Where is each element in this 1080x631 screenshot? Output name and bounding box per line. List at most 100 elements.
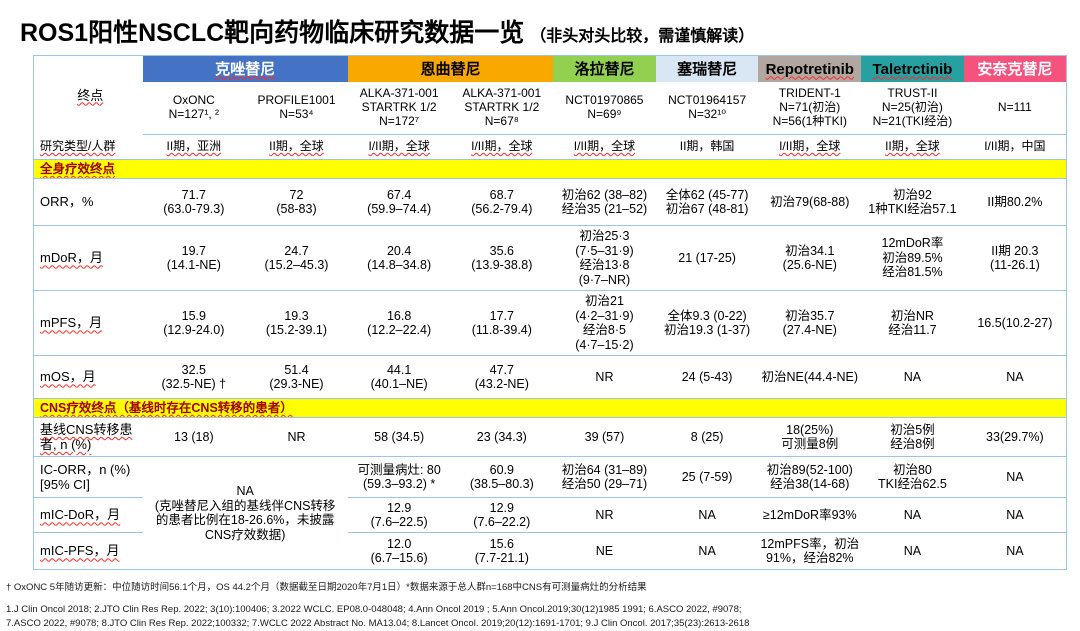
section-banner-systemic: 全身疗效终点 — [33, 159, 1067, 179]
data-cell: 12mDoR率 初治89.5% 经治81.5% — [861, 225, 964, 291]
data-cell: 初治5例 经治8例 — [861, 417, 964, 457]
data-cell: NA — [963, 497, 1067, 533]
clinical-data-table: 终点 克唑替尼 恩曲替尼 洛拉替尼 塞瑞替尼 Repotretinib Tale… — [33, 55, 1067, 570]
drug-header-repotretinib: Repotretinib — [758, 55, 862, 82]
study-header-row: OxONC N=127¹, ² PROFILE1001 N=53⁴ ALKA-3… — [34, 82, 1067, 135]
data-cell: 初治80 TKI经治62.5 — [861, 456, 964, 498]
data-cell: 初治64 (31–89) 经治50 (29–71) — [553, 456, 656, 498]
data-cell: NA — [963, 532, 1067, 570]
data-cell: 24 (5-43) — [655, 355, 759, 399]
data-cell: 18(25%) 可测量8例 — [758, 417, 862, 457]
data-cell: 51.4 (29.3-NE) — [245, 355, 348, 399]
data-cell: 35.6 (13.9-38.8) — [450, 225, 554, 291]
section-banner-text: 全身疗效终点 — [40, 161, 116, 176]
row-label: mIC-PFS，月 — [33, 532, 143, 570]
data-cell: 初治34.1 (25.6-NE) — [758, 225, 862, 291]
study-type-row: 研究类型/人群 II期，亚洲 II期，全球 I/II期，全球 I/II期，全球 … — [33, 134, 1067, 160]
row-label: mIC-DoR，月 — [33, 497, 143, 533]
data-cell: NA — [963, 355, 1067, 399]
data-cell: 47.7 (43.2-NE) — [450, 355, 554, 399]
data-cell: 17.7 (11.8-39.4) — [450, 290, 554, 356]
data-cell: 60.9 (38.5–80.3) — [450, 456, 554, 498]
drug-header-lorlatinib: 洛拉替尼 — [553, 55, 656, 82]
data-cell: 可测量病灶: 80 (59.3–93.2) * — [347, 456, 451, 498]
data-cell: 68.7 (56.2-79.4) — [450, 178, 554, 226]
row-label: ORR，% — [33, 178, 143, 226]
endpoint-header: 终点 — [77, 87, 104, 103]
data-cell: 23 (34.3) — [450, 417, 554, 457]
data-cell: NR — [553, 497, 656, 533]
crizotinib-cns-na-note: NA (克唑替尼入组的基线伴CNS转移 的患者比例在18-26.6%，未披露 C… — [142, 456, 348, 570]
study-cell: NCT01970865 N=69⁹ — [553, 82, 656, 135]
section-banner-cns: CNS疗效终点（基线时存在CNS转移的患者） — [33, 398, 1067, 418]
table-row-orr: ORR，% 71.7 (63.0-79.3) 72 (58-83) 67.4 (… — [33, 178, 1067, 226]
study-cell: N=111 — [963, 82, 1067, 135]
data-cell: 12.9 (7.6–22.5) — [347, 497, 451, 533]
data-cell: 15.9 (12.9-24.0) — [142, 290, 246, 356]
table-row-cns-baseline: 基线CNS转移患者, n (%) 13 (18) NR 58 (34.5) 23… — [33, 417, 1067, 457]
data-cell: I/II期，中国 — [963, 134, 1067, 160]
page-title-note: （非头对头比较，需谨慎解读） — [530, 28, 755, 45]
study-cell: NCT01964157 N=32¹⁰ — [655, 82, 759, 135]
data-cell: 12.9 (7.6–22.2) — [450, 497, 554, 533]
table-row-mos: mOS，月 32.5 (32.5-NE) † 51.4 (29.3-NE) 44… — [33, 355, 1067, 399]
data-cell: 初治25·3 (7·5–31·9) 经治13·8 (9·7–NR) — [553, 225, 656, 291]
data-cell: I/II期，全球 — [553, 134, 656, 160]
data-cell: 初治79(68-88) — [758, 178, 862, 226]
data-cell: 32.5 (32.5-NE) † — [142, 355, 246, 399]
references: 1.J Clin Oncol 2018; 2.JTO Clin Res Rep.… — [6, 603, 1080, 631]
reference-line: 7.ASCO 2022, #9078; 8.JTO Clin Res Rep. … — [6, 617, 750, 629]
row-label: 基线CNS转移患者, n (%) — [33, 417, 143, 457]
data-cell: NR — [553, 355, 656, 399]
data-cell: 全体9.3 (0-22) 初治19.3 (1-37) — [655, 290, 759, 356]
row-label: mDoR，月 — [33, 225, 143, 291]
data-cell: II期，韩国 — [655, 134, 759, 160]
row-label: mOS，月 — [33, 355, 143, 399]
data-cell: I/II期，全球 — [450, 134, 554, 160]
data-cell: NA — [655, 532, 759, 570]
section-banner-text: CNS疗效终点（基线时存在CNS转移的患者） — [40, 400, 293, 415]
drug-header-anlotinib: 安奈克替尼 — [963, 55, 1067, 82]
data-cell: NA — [963, 456, 1067, 498]
data-cell: NR — [245, 417, 348, 457]
data-cell: ≥12mDoR率93% — [758, 497, 862, 533]
data-cell: 8 (25) — [655, 417, 759, 457]
study-cell: PROFILE1001 N=53⁴ — [245, 82, 348, 135]
data-cell: 24.7 (15.2–45.3) — [245, 225, 348, 291]
study-cell: ALKA-371-001 STARTRK 1/2 N=172⁷ — [347, 82, 451, 135]
drug-header-entrectinib: 恩曲替尼 — [347, 55, 554, 82]
reference-line: 1.J Clin Oncol 2018; 2.JTO Clin Res Rep.… — [6, 604, 742, 615]
data-cell: 初治NE(44.4-NE) — [758, 355, 862, 399]
data-cell: 58 (34.5) — [347, 417, 451, 457]
data-cell: I/II期，全球 — [758, 134, 862, 160]
data-cell: 12mPFS率，初治 91%，经治82% — [758, 532, 862, 570]
data-cell: 21 (17-25) — [655, 225, 759, 291]
study-cell: ALKA-371-001 STARTRK 1/2 N=67⁸ — [450, 82, 554, 135]
row-label: 研究类型/人群 — [33, 134, 143, 160]
data-cell: 初治92 1种TKI经治57.1 — [861, 178, 964, 226]
page-title: ROS1阳性NSCLC靶向药物临床研究数据一览 （非头对头比较，需谨慎解读） — [20, 13, 1080, 49]
drug-header-row: 终点 克唑替尼 恩曲替尼 洛拉替尼 塞瑞替尼 Repotretinib Tale… — [34, 55, 1067, 103]
data-cell: NA — [861, 497, 964, 533]
data-cell: 全体62 (45-77) 初治67 (48-81) — [655, 178, 759, 226]
data-cell: 44.1 (40.1–NE) — [347, 355, 451, 399]
data-cell: 19.7 (14.1-NE) — [142, 225, 246, 291]
data-cell: NA — [861, 355, 964, 399]
table-row-mdor: mDoR，月 19.7 (14.1-NE) 24.7 (15.2–45.3) 2… — [33, 225, 1067, 291]
table-row-mic-dor: mIC-DoR，月 12.9 (7.6–22.5) 12.9 (7.6–22.2… — [33, 497, 1067, 533]
data-cell: 71.7 (63.0-79.3) — [142, 178, 246, 226]
data-cell: II期，全球 — [245, 134, 348, 160]
data-cell: 20.4 (14.8–34.8) — [347, 225, 451, 291]
table-row-mic-pfs: mIC-PFS，月 12.0 (6.7–15.6) 15.6 (7.7-21.1… — [33, 532, 1067, 570]
data-cell: 72 (58-83) — [245, 178, 348, 226]
data-cell: 25 (7-59) — [655, 456, 759, 498]
data-cell: II期 20.3 (11-26.1) — [963, 225, 1067, 291]
data-cell: 初治21 (4·2–31·9) 经治8·5 (4·7–15·2) — [553, 290, 656, 356]
data-cell: 初治35.7 (27.4-NE) — [758, 290, 862, 356]
study-cell: OxONC N=127¹, ² — [142, 82, 246, 135]
data-cell: NA — [861, 532, 964, 570]
data-cell: 13 (18) — [142, 417, 246, 457]
drug-header-ceritinib: 塞瑞替尼 — [655, 55, 759, 82]
footnote-oxonc: † OxONC 5年随访更新：中位随访时间56.1个月，OS 44.2个月（数据… — [6, 582, 647, 593]
table-row-mpfs: mPFS，月 15.9 (12.9-24.0) 19.3 (15.2-39.1)… — [33, 290, 1067, 356]
